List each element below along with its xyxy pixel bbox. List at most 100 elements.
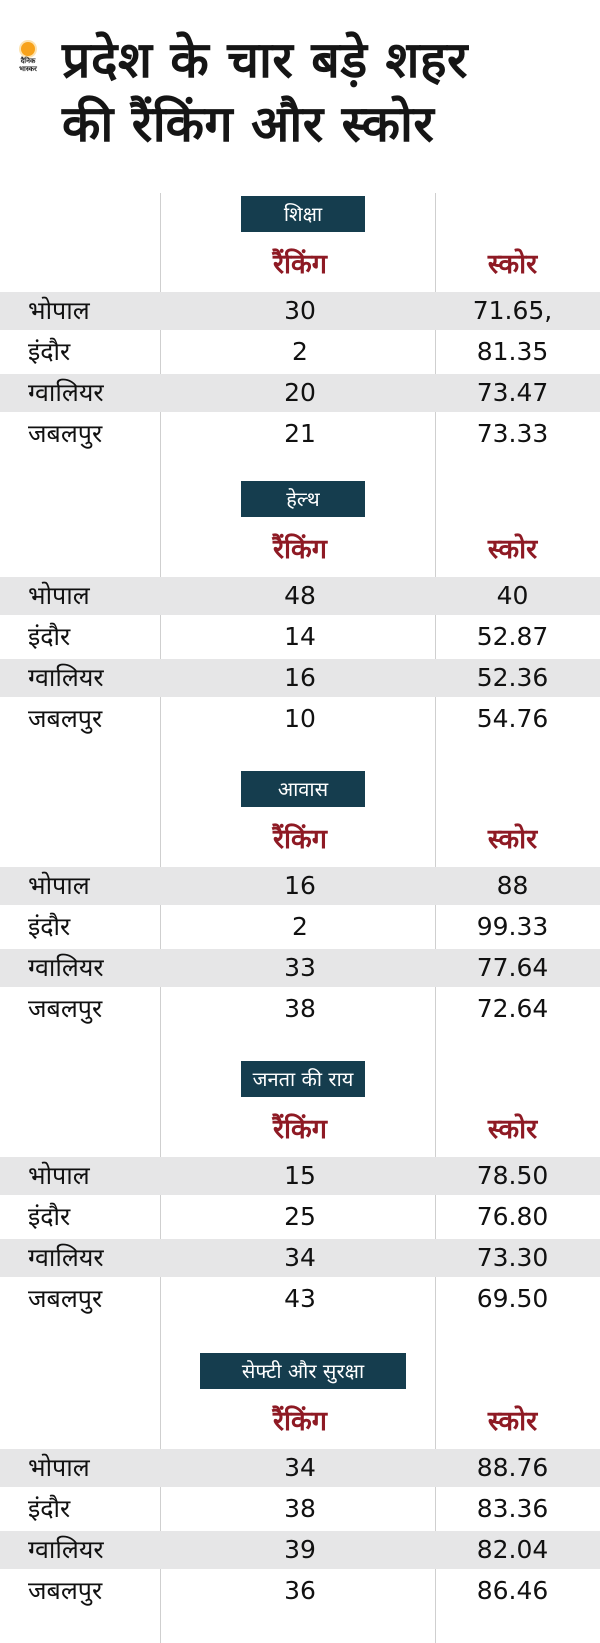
section-label: जनता की राय xyxy=(241,1061,365,1097)
rank-value: 38 xyxy=(284,994,316,1023)
table-row: इंदौर 2 99.33 xyxy=(0,908,600,946)
table-row: भोपाल 15 78.50 xyxy=(0,1157,600,1195)
city-name: जबलपुर xyxy=(28,419,103,448)
score-header: स्कोर xyxy=(487,249,538,280)
city-name: इंदौर xyxy=(28,1202,71,1231)
rank-value: 21 xyxy=(284,419,316,448)
city-name: जबलपुर xyxy=(28,704,103,733)
rank-value: 34 xyxy=(284,1243,316,1272)
city-name: इंदौर xyxy=(28,912,71,941)
rank-value: 33 xyxy=(284,953,316,982)
score-value: 73.30 xyxy=(476,1243,549,1272)
score-value: 77.64 xyxy=(476,953,549,982)
section-housing: आवास रैंकिंग स्कोर भोपाल 16 88 इंदौर 2 9… xyxy=(0,768,600,1033)
score-value: 54.76 xyxy=(476,704,549,733)
section-health: हेल्थ रैंकिंग स्कोर भोपाल 48 40 इंदौर 14… xyxy=(0,478,600,743)
score-value: 88 xyxy=(496,871,529,900)
rank-header: रैंकिंग xyxy=(273,824,327,855)
rank-header: रैंकिंग xyxy=(273,1114,327,1145)
sun-icon xyxy=(21,42,35,56)
city-name: इंदौर xyxy=(28,337,71,366)
table-row: ग्वालियर 39 82.04 xyxy=(0,1531,600,1569)
table-row: जबलपुर 21 73.33 xyxy=(0,415,600,453)
dainik-bhaskar-logo: दैनिक भास्कर xyxy=(8,40,48,76)
table-row: भोपाल 16 88 xyxy=(0,867,600,905)
rank-value: 25 xyxy=(284,1202,316,1231)
city-name: जबलपुर xyxy=(28,1284,103,1313)
logo-text-line1: दैनिक xyxy=(20,57,36,65)
table-row: इंदौर 2 81.35 xyxy=(0,333,600,371)
score-value: 73.33 xyxy=(476,419,549,448)
section-label: शिक्षा xyxy=(241,196,365,232)
table-row: इंदौर 25 76.80 xyxy=(0,1198,600,1236)
rank-header: रैंकिंग xyxy=(273,249,327,280)
city-name: इंदौर xyxy=(28,622,71,651)
rank-value: 39 xyxy=(284,1535,316,1564)
city-name: ग्वालियर xyxy=(28,953,104,982)
score-value: 86.46 xyxy=(476,1576,549,1605)
rank-value: 48 xyxy=(284,581,316,610)
score-header: स्कोर xyxy=(487,1406,538,1437)
score-value: 72.64 xyxy=(476,994,549,1023)
score-value: 69.50 xyxy=(476,1284,549,1313)
table-row: भोपाल 30 71.65, xyxy=(0,292,600,330)
rank-header: रैंकिंग xyxy=(273,1406,327,1437)
table-row: भोपाल 34 88.76 xyxy=(0,1449,600,1487)
title-line2: की रैंकिंग और स्कोर xyxy=(62,95,435,153)
rank-value: 16 xyxy=(284,871,316,900)
rank-value: 14 xyxy=(284,622,316,651)
title-line1: प्रदेश के चार बड़े शहर xyxy=(62,31,468,89)
score-value: 82.04 xyxy=(476,1535,549,1564)
section-label: आवास xyxy=(241,771,365,807)
rank-value: 20 xyxy=(284,378,316,407)
score-value: 78.50 xyxy=(476,1161,549,1190)
rank-value: 34 xyxy=(284,1453,316,1482)
city-name: इंदौर xyxy=(28,1494,71,1523)
city-name: जबलपुर xyxy=(28,1576,103,1605)
table-row: इंदौर 38 83.36 xyxy=(0,1490,600,1528)
score-value: 40 xyxy=(496,581,529,610)
section-public-opinion: जनता की राय रैंकिंग स्कोर भोपाल 15 78.50… xyxy=(0,1058,600,1323)
rank-value: 10 xyxy=(284,704,316,733)
score-header: स्कोर xyxy=(487,534,538,565)
score-value: 81.35 xyxy=(476,337,549,366)
section-safety: सेफ्टी और सुरक्षा रैंकिंग स्कोर भोपाल 34… xyxy=(0,1350,600,1615)
table-row: जबलपुर 38 72.64 xyxy=(0,990,600,1028)
table-row: भोपाल 48 40 xyxy=(0,577,600,615)
rank-header: रैंकिंग xyxy=(273,534,327,565)
table-row: जबलपुर 10 54.76 xyxy=(0,700,600,738)
city-name: भोपाल xyxy=(28,1453,90,1482)
city-name: जबलपुर xyxy=(28,994,103,1023)
table-row: जबलपुर 43 69.50 xyxy=(0,1280,600,1318)
city-name: भोपाल xyxy=(28,1161,90,1190)
city-name: ग्वालियर xyxy=(28,1243,104,1272)
score-value: 88.76 xyxy=(476,1453,549,1482)
rank-value: 2 xyxy=(292,912,308,941)
score-value: 73.47 xyxy=(476,378,549,407)
column-divider-right xyxy=(435,193,436,1643)
rank-value: 36 xyxy=(284,1576,316,1605)
table-row: जबलपुर 36 86.46 xyxy=(0,1572,600,1610)
table-row: इंदौर 14 52.87 xyxy=(0,618,600,656)
logo-text-line2: भास्कर xyxy=(19,65,37,73)
rank-value: 38 xyxy=(284,1494,316,1523)
section-label: सेफ्टी और सुरक्षा xyxy=(200,1353,406,1389)
section-label: हेल्थ xyxy=(241,481,365,517)
rank-value: 43 xyxy=(284,1284,316,1313)
page-title: प्रदेश के चार बड़े शहर की रैंकिंग और स्क… xyxy=(62,28,592,156)
score-header: स्कोर xyxy=(487,1114,538,1145)
column-divider-left xyxy=(160,193,161,1643)
city-name: ग्वालियर xyxy=(28,378,104,407)
table-row: ग्वालियर 34 73.30 xyxy=(0,1239,600,1277)
table-row: ग्वालियर 20 73.47 xyxy=(0,374,600,412)
rank-value: 2 xyxy=(292,337,308,366)
city-name: ग्वालियर xyxy=(28,1535,104,1564)
table-row: ग्वालियर 16 52.36 xyxy=(0,659,600,697)
score-value: 83.36 xyxy=(476,1494,549,1523)
rank-value: 16 xyxy=(284,663,316,692)
score-value: 76.80 xyxy=(476,1202,549,1231)
score-value: 99.33 xyxy=(476,912,549,941)
table-row: ग्वालियर 33 77.64 xyxy=(0,949,600,987)
city-name: भोपाल xyxy=(28,871,90,900)
rank-value: 30 xyxy=(284,296,316,325)
